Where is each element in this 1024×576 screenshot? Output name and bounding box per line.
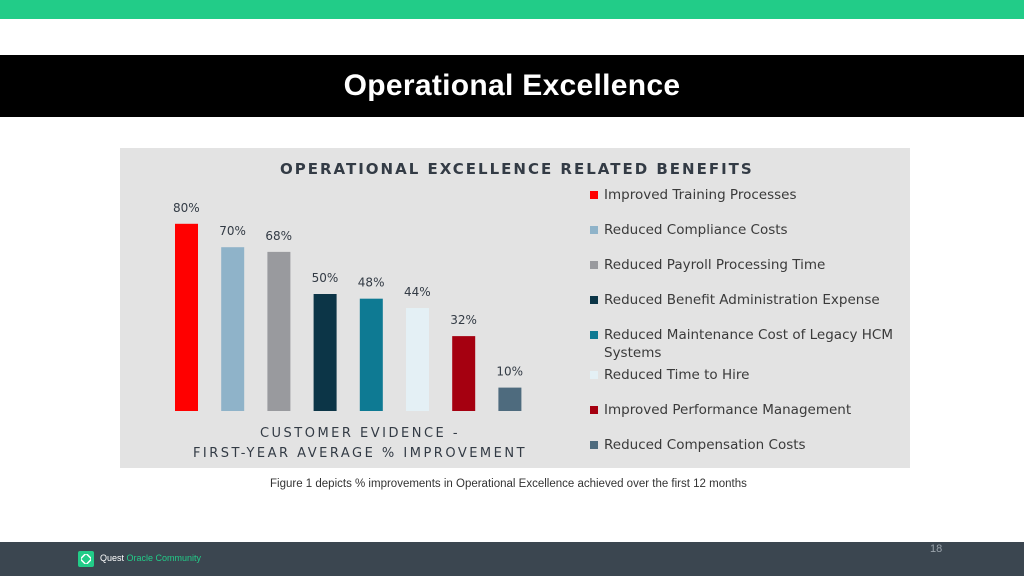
legend-label: Reduced Compensation Costs	[604, 437, 806, 453]
bar-2	[221, 247, 245, 411]
footer-bar: Quest Oracle Community	[0, 542, 1024, 576]
legend-item-1: Improved Training Processes	[590, 186, 905, 204]
legend-label: Reduced Payroll Processing Time	[604, 257, 826, 273]
brand-name: Quest	[100, 553, 125, 563]
legend-swatch	[590, 441, 598, 449]
legend-swatch	[590, 331, 598, 339]
bar-value-label-3: 68%	[265, 229, 292, 243]
legend-item-2: Reduced Compliance Costs	[590, 221, 905, 239]
bar-7	[452, 336, 476, 411]
quest-logo-icon	[78, 551, 94, 567]
legend-label: Reduced Maintenance Cost of Legacy HCM S…	[604, 327, 893, 361]
title-band: Operational Excellence	[0, 55, 1024, 117]
bar-3	[267, 251, 291, 411]
legend-item-5: Reduced Maintenance Cost of Legacy HCM S…	[590, 326, 905, 362]
bar-1	[175, 223, 198, 411]
bar-chart: 80% 70% 68% 50% 48% 44% 32% 10%	[173, 201, 523, 411]
legend-label: Reduced Benefit Administration Expense	[604, 292, 880, 308]
legend-swatch	[590, 191, 598, 199]
bar-value-label-6: 44%	[404, 285, 431, 299]
bar-5	[359, 298, 383, 411]
legend-label: Reduced Compliance Costs	[604, 222, 788, 238]
footer-brand: Quest Oracle Community	[100, 553, 201, 563]
legend-swatch	[590, 226, 598, 234]
figure-caption: Figure 1 depicts % improvements in Opera…	[270, 478, 747, 490]
chart-panel: OPERATIONAL EXCELLENCE RELATED BENEFITS …	[120, 148, 910, 468]
legend-swatch	[590, 261, 598, 269]
chart-title: OPERATIONAL EXCELLENCE RELATED BENEFITS	[280, 160, 754, 178]
bar-value-label-2: 70%	[219, 224, 246, 238]
chart-subcaption-line2: FIRST-YEAR AVERAGE % IMPROVEMENT	[192, 446, 528, 461]
legend-label: Improved Training Processes	[604, 187, 797, 203]
top-accent-bar	[0, 0, 1024, 19]
slide-title: Operational Excellence	[343, 69, 681, 102]
legend-label: Reduced Time to Hire	[604, 367, 750, 383]
legend-item-7: Improved Performance Management	[590, 401, 905, 419]
legend-swatch	[590, 371, 598, 379]
legend-swatch	[590, 296, 598, 304]
legend-swatch	[590, 406, 598, 414]
legend-item-3: Reduced Payroll Processing Time	[590, 256, 905, 274]
legend-item-8: Reduced Compensation Costs	[590, 436, 905, 454]
legend-item-6: Reduced Time to Hire	[590, 366, 905, 384]
page-number: 18	[930, 543, 943, 555]
bar-value-label-7: 32%	[450, 313, 477, 327]
bar-value-label-5: 48%	[358, 276, 385, 290]
chart-subcaption-line1: CUSTOMER EVIDENCE -	[259, 426, 461, 441]
bar-4	[313, 294, 337, 411]
legend-item-4: Reduced Benefit Administration Expense	[590, 291, 905, 309]
bar-8	[498, 387, 522, 411]
bar-value-label-1: 80%	[173, 201, 200, 215]
legend-label: Improved Performance Management	[604, 402, 852, 418]
bar-value-label-8: 10%	[496, 365, 523, 379]
bar-6	[406, 308, 429, 411]
brand-community: Oracle Community	[126, 553, 202, 563]
bar-value-label-4: 50%	[312, 271, 339, 285]
